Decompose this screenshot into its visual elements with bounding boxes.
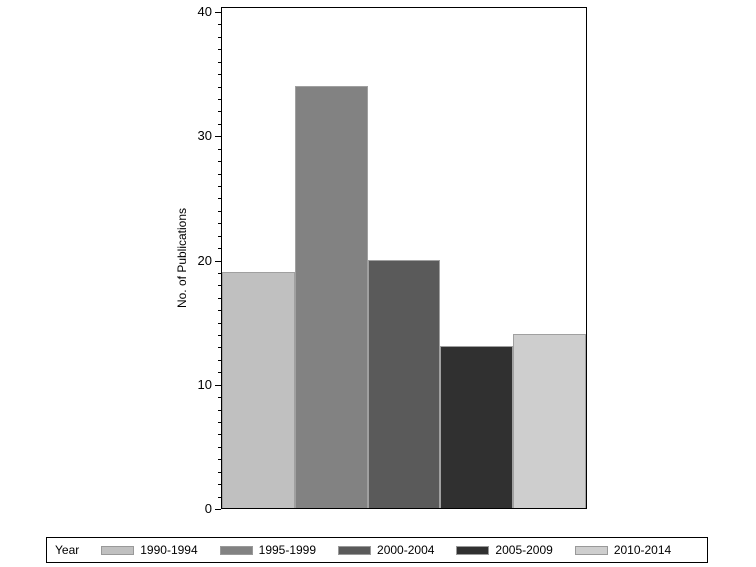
minor-tick <box>218 124 221 125</box>
minor-tick <box>218 397 221 398</box>
minor-tick <box>218 310 221 311</box>
legend-swatch <box>101 545 135 555</box>
minor-tick <box>218 248 221 249</box>
minor-tick <box>218 459 221 460</box>
minor-tick <box>218 273 221 274</box>
bar-2010-2014 <box>513 334 586 508</box>
legend-swatch <box>456 545 490 555</box>
major-tick <box>215 509 221 510</box>
legend-item: 1990-1994 <box>101 543 198 557</box>
legend-item: 2005-2009 <box>456 543 553 557</box>
minor-tick <box>218 49 221 50</box>
legend-item: 2000-2004 <box>338 543 434 557</box>
minor-tick <box>218 410 221 411</box>
minor-tick <box>218 298 221 299</box>
minor-tick <box>218 434 221 435</box>
minor-tick <box>218 37 221 38</box>
legend-label: 2010-2014 <box>613 543 672 557</box>
legend-swatch <box>338 545 372 555</box>
minor-tick <box>218 211 221 212</box>
y-tick-label: 20 <box>197 253 212 268</box>
minor-tick <box>218 62 221 63</box>
minor-tick <box>218 24 221 25</box>
major-tick <box>215 12 221 13</box>
legend-label: 1995-1999 <box>258 543 317 557</box>
minor-tick <box>218 161 221 162</box>
minor-tick <box>218 111 221 112</box>
plot-area <box>221 7 587 509</box>
legend-swatch <box>574 545 608 555</box>
minor-tick <box>218 87 221 88</box>
minor-tick <box>218 186 221 187</box>
legend-title: Year <box>55 543 80 557</box>
major-tick <box>215 385 221 386</box>
minor-tick <box>218 472 221 473</box>
legend-label: 2000-2004 <box>377 543 435 557</box>
minor-tick <box>218 347 221 348</box>
y-tick-label: 10 <box>197 377 212 392</box>
bar-1990-1994 <box>222 271 295 508</box>
minor-tick <box>218 74 221 75</box>
major-tick <box>215 136 221 137</box>
legend-item: 2010-2014 <box>574 543 672 557</box>
minor-tick <box>218 99 221 100</box>
y-tick-label: 30 <box>197 128 212 143</box>
y-tick-label: 40 <box>197 4 212 19</box>
minor-tick <box>218 447 221 448</box>
y-tick-label: 0 <box>204 501 212 516</box>
minor-tick <box>218 422 221 423</box>
legend: Year 1990-1994 1995-1999 2000-2004 2005-200… <box>46 537 708 563</box>
bar-1995-1999 <box>294 85 368 508</box>
minor-tick <box>218 198 221 199</box>
minor-tick <box>218 335 221 336</box>
minor-tick <box>218 360 221 361</box>
bar-2005-2009 <box>440 346 514 508</box>
minor-tick <box>218 149 221 150</box>
legend-label: 2005-2009 <box>495 543 553 557</box>
legend-label: 1990-1994 <box>140 543 198 557</box>
major-tick <box>215 261 221 262</box>
minor-tick <box>218 497 221 498</box>
minor-tick <box>218 174 221 175</box>
minor-tick <box>218 484 221 485</box>
bar-2000-2004 <box>367 259 441 508</box>
minor-tick <box>218 372 221 373</box>
legend-item: 1995-1999 <box>219 543 317 557</box>
minor-tick <box>218 285 221 286</box>
minor-tick <box>218 323 221 324</box>
minor-tick <box>218 236 221 237</box>
legend-swatch <box>219 545 253 555</box>
minor-tick <box>218 223 221 224</box>
